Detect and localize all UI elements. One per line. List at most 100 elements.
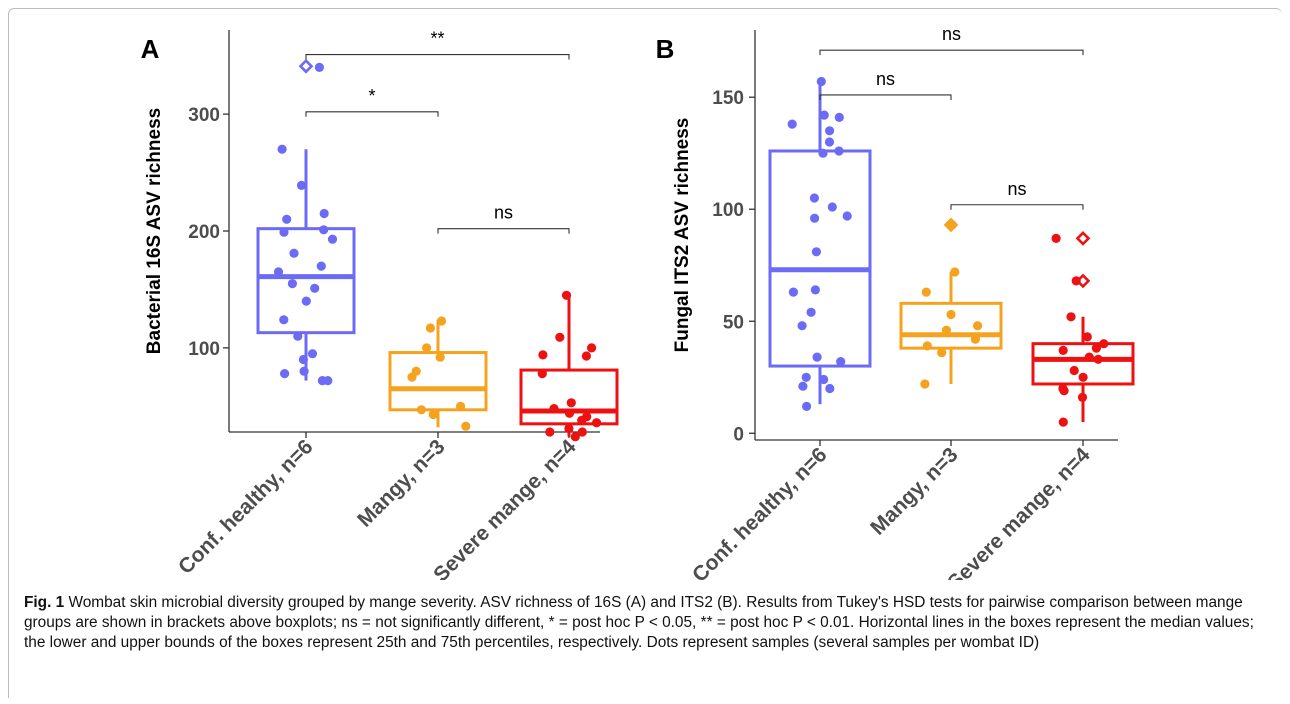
sample-point [825,383,835,394]
sample-point [802,401,812,411]
significance-label: ** [430,29,444,49]
y-axis-label: Fungal ITS2 ASV richness [672,118,693,353]
sample-point [323,376,333,386]
sample-point [806,307,816,317]
x-tick-label: Conf. healthy, n=6 [174,435,317,578]
bracket-line [819,49,1084,56]
sample-point [319,208,329,219]
sample-point [1059,386,1069,396]
significance-bracket: ns [819,69,952,100]
sample-point [545,427,555,437]
bracket-line [819,94,952,100]
sample-point [570,432,580,442]
sample-point [289,248,299,258]
box-2 [899,217,1003,384]
sample-point [564,423,574,434]
sample-point [555,332,565,342]
sample-point [277,144,287,154]
sample-point [788,287,799,297]
sample-point [809,193,820,203]
figure-frame [8,8,1282,698]
figure-canvas: A Bacterial 16S ASV richness 100 200 300 Conf… [141,24,1135,580]
x-tick-label: Conf. healthy, n=6 [688,443,831,580]
sample-point [428,409,438,420]
sample-point [437,316,447,326]
sample-point [1058,417,1068,427]
y-tick-label: 300 [188,105,220,126]
sample-point [280,369,290,379]
x-tick-label: Severe mange, n=4 [429,435,580,580]
sample-point [407,372,417,382]
sample-point [425,323,435,333]
sample-point [282,214,292,224]
y-axis-label: Bacterial 16S ASV richness [144,108,165,354]
sample-point [279,227,289,237]
iqr-box [388,351,488,412]
sample-point [1091,343,1101,353]
sample-point [973,321,983,331]
sample-point [950,267,960,277]
sample-point [922,341,932,351]
sample-point [827,202,837,212]
sample-point [937,348,947,358]
significance-label: ns [942,24,961,44]
sample-point [461,421,471,431]
outlier-point [1075,231,1091,246]
panel-A: A Bacterial 16S ASV richness 100 200 300 Conf… [141,29,619,580]
sample-point [947,220,957,230]
sample-point [810,213,820,223]
sample-point [581,351,592,361]
sample-point [287,279,297,289]
iqr-box [1031,342,1135,386]
sample-point [1077,392,1088,402]
sample-point [920,379,930,389]
box-1 [256,58,356,381]
sample-point [1082,332,1092,342]
sample-point [797,321,807,331]
sample-point [273,267,284,277]
sample-point [941,325,952,335]
sample-point [836,357,846,367]
y-tick-label: 200 [188,222,220,243]
sample-point [834,112,844,122]
significance-bracket: ns [437,203,570,234]
sample-point [549,404,559,414]
sample-point [816,76,826,87]
sample-point [592,418,602,428]
y-tick-label: 150 [712,88,744,109]
x-tick-label: Mangy, n=3 [353,435,449,531]
sample-point [279,315,289,325]
significance-label: ns [876,69,895,89]
outlier-point [298,58,314,74]
y-tick-label: 50 [723,312,744,333]
sample-point [298,354,308,365]
sample-point [316,261,326,271]
sample-point [310,283,320,293]
sample-point [970,334,981,344]
sample-point [787,119,797,129]
sample-point [1093,354,1103,364]
sample-point [577,427,587,437]
sample-point [577,415,587,425]
sample-point [327,234,338,244]
sample-point [564,408,575,418]
sample-point [1066,312,1076,322]
significance-bracket: ns [819,24,1084,56]
significance-label: * [368,86,375,106]
significance-bracket: ** [305,29,570,60]
figure-caption: Fig. 1 Wombat skin microbial diversity g… [24,593,1269,653]
bracket-line [950,204,1084,210]
caption-text: Wombat skin microbial diversity grouped … [24,594,1254,651]
sample-point [299,366,309,376]
sample-point [537,369,547,379]
sample-point [812,352,822,362]
sample-point [296,180,307,190]
y-tick-label: 100 [712,200,744,221]
sample-point [293,331,303,341]
sample-point [1071,276,1081,286]
sample-point [798,381,808,391]
iqr-box [768,149,872,368]
sample-point [416,405,426,415]
sample-point [456,401,466,411]
sample-point [587,343,597,353]
